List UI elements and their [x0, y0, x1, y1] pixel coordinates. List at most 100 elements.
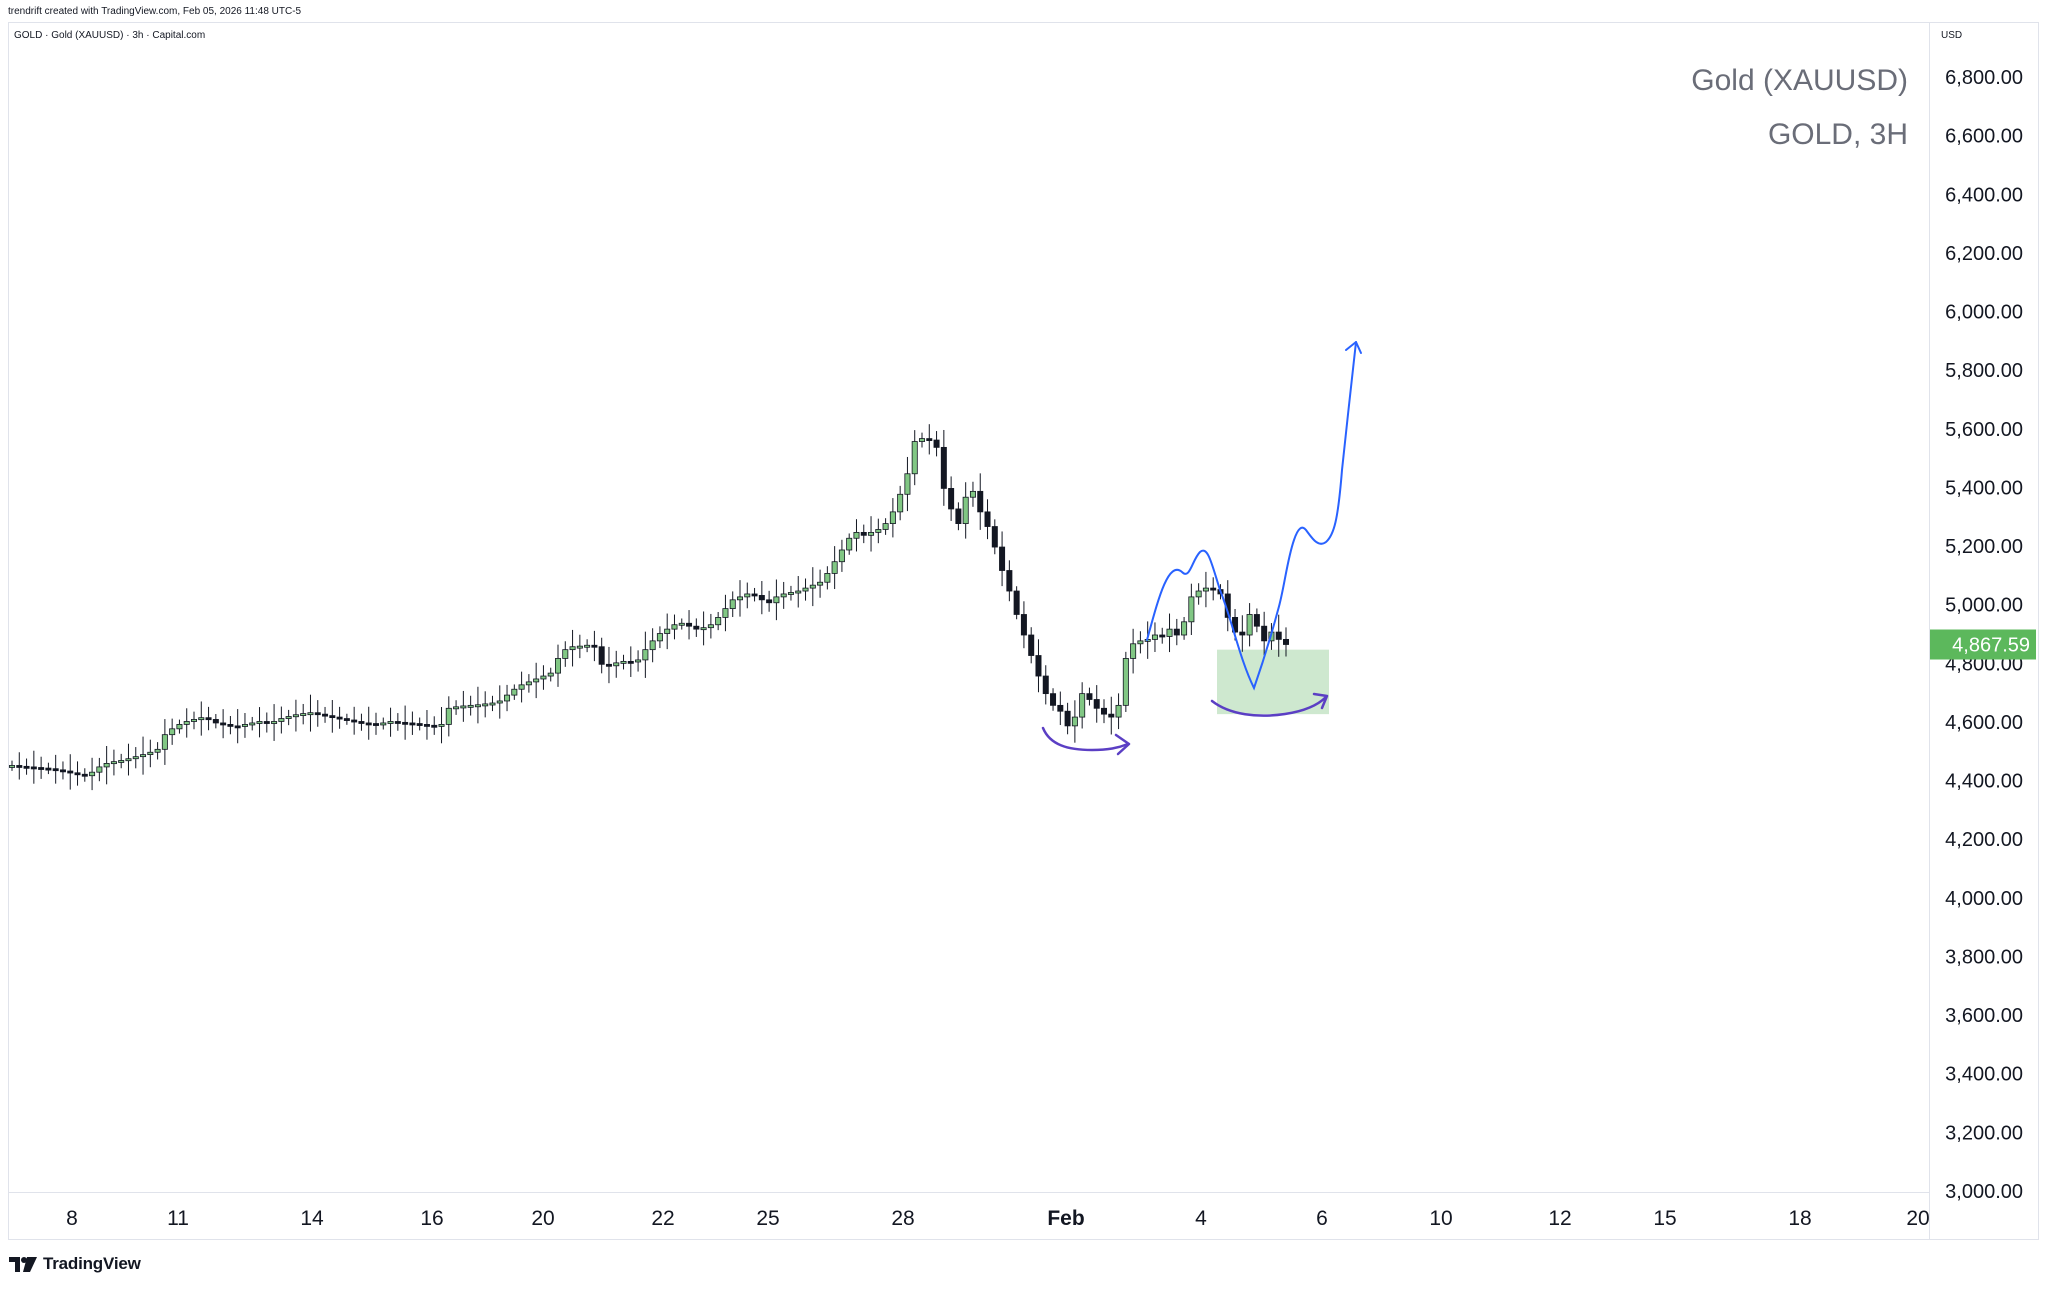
candle — [1086, 687, 1093, 706]
time-tick-label: 12 — [1548, 1207, 1571, 1230]
demand-zone-box[interactable] — [1217, 649, 1329, 715]
candle — [642, 631, 649, 678]
candle — [766, 590, 773, 612]
candle — [496, 685, 503, 719]
candle — [205, 706, 212, 731]
projection-arrowhead — [1345, 341, 1362, 354]
candle — [1093, 685, 1100, 723]
candle — [1181, 617, 1188, 640]
candle — [991, 519, 998, 555]
candle — [212, 714, 219, 729]
candle — [351, 706, 358, 735]
candle — [38, 756, 45, 779]
candle — [555, 644, 562, 687]
tradingview-logo[interactable]: TradingView — [9, 1254, 141, 1274]
price-axis-divider — [1929, 22, 1930, 1240]
candle — [1210, 577, 1217, 601]
candle — [1020, 601, 1027, 649]
candle — [307, 694, 314, 732]
candle — [285, 709, 292, 726]
candle — [1013, 586, 1020, 620]
candle — [525, 674, 532, 693]
price-tick-label: 4,600.00 — [1945, 712, 2023, 734]
candle — [482, 691, 489, 718]
price-tick-label: 3,600.00 — [1945, 1005, 2023, 1027]
candle — [613, 650, 620, 678]
time-tick-label: 18 — [1788, 1207, 1811, 1230]
candle — [547, 667, 554, 682]
candle — [387, 707, 394, 737]
candle — [984, 499, 991, 540]
candle — [256, 707, 263, 738]
price-tick-label: 4,200.00 — [1945, 829, 2023, 851]
price-tick-label: 4,400.00 — [1945, 771, 2023, 793]
candle — [438, 707, 445, 744]
symbol-legend[interactable]: GOLD · Gold (XAUUSD) · 3h · Capital.com — [14, 30, 206, 41]
candle — [809, 567, 816, 607]
candle — [904, 456, 911, 512]
candle — [926, 424, 933, 455]
time-tick-label: 16 — [420, 1207, 443, 1230]
candle — [562, 641, 569, 667]
projection-path[interactable] — [1146, 341, 1357, 691]
candle — [16, 752, 23, 780]
time-tick-label: 8 — [66, 1207, 78, 1230]
time-tick-label: 20 — [1906, 1207, 1929, 1230]
candle — [402, 705, 409, 740]
candle — [161, 719, 168, 765]
candle — [504, 684, 511, 712]
curved-arrow-left[interactable] — [1041, 726, 1130, 752]
candle — [1071, 700, 1078, 743]
candle — [598, 637, 605, 674]
candle — [460, 690, 467, 722]
candle — [1173, 618, 1180, 646]
tradingview-logo-icon — [9, 1256, 37, 1272]
candle — [584, 639, 591, 653]
candle — [656, 626, 663, 649]
price-tick-label: 5,000.00 — [1945, 595, 2023, 617]
candle — [81, 768, 88, 782]
candle — [897, 485, 904, 521]
candle — [1064, 702, 1071, 735]
candle — [605, 646, 612, 684]
candle — [1108, 696, 1115, 735]
price-tick-label: 6,800.00 — [1945, 67, 2023, 89]
candle — [802, 578, 809, 601]
candle — [977, 473, 984, 530]
price-tick-label: 6,400.00 — [1945, 184, 2023, 206]
candle — [1166, 613, 1173, 653]
candle — [1130, 628, 1137, 674]
candle — [23, 758, 30, 775]
candle — [700, 611, 707, 646]
currency-label[interactable]: USD — [1941, 30, 1963, 41]
candle — [322, 706, 329, 723]
candle — [329, 700, 336, 733]
curved-arrow-right[interactable] — [1210, 695, 1328, 717]
candle — [489, 695, 496, 712]
time-tick-label: 25 — [756, 1207, 779, 1230]
candle — [533, 662, 540, 699]
candle — [1006, 560, 1013, 602]
chart-credit-text: trendrift created with TradingView.com, … — [8, 6, 302, 17]
candle — [591, 630, 598, 662]
candle — [132, 747, 139, 769]
candle — [1159, 627, 1166, 644]
candle — [831, 546, 838, 590]
candle — [1137, 631, 1144, 654]
candle — [635, 650, 642, 672]
price-tick-label: 5,200.00 — [1945, 536, 2023, 558]
price-tick-label: 4,000.00 — [1945, 888, 2023, 910]
time-tick-label: 14 — [300, 1207, 324, 1230]
candle — [1101, 699, 1108, 724]
candle — [1122, 651, 1129, 712]
candle — [8, 760, 15, 771]
candle — [787, 585, 794, 601]
candle — [445, 696, 452, 737]
candle — [1042, 665, 1049, 705]
candle — [343, 713, 350, 725]
candle — [824, 566, 831, 590]
watermark-subtitle: GOLD, 3H — [1767, 118, 1908, 151]
candle — [67, 754, 74, 790]
candle — [882, 518, 889, 535]
